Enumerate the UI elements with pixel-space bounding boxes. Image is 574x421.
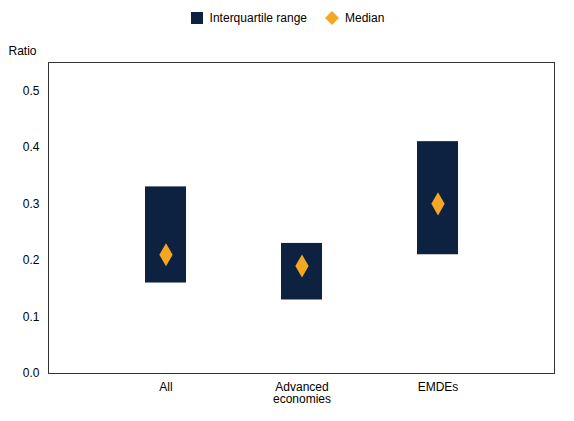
svg-text:0.4: 0.4 [23,140,40,154]
svg-text:EMDEs: EMDEs [418,380,459,394]
svg-text:0.0: 0.0 [23,366,40,380]
svg-text:Advancedeconomies: Advancedeconomies [273,380,331,406]
svg-text:0.3: 0.3 [23,197,40,211]
svg-text:Ratio: Ratio [9,44,37,58]
svg-text:All: All [159,380,172,394]
html-text:Median: Median [345,11,385,25]
svg-text:0.1: 0.1 [23,310,40,324]
svg-text:0.5: 0.5 [23,84,40,98]
svg-text:0.2: 0.2 [23,253,40,267]
html-text:Interquartile range: Interquartile range [209,11,307,25]
